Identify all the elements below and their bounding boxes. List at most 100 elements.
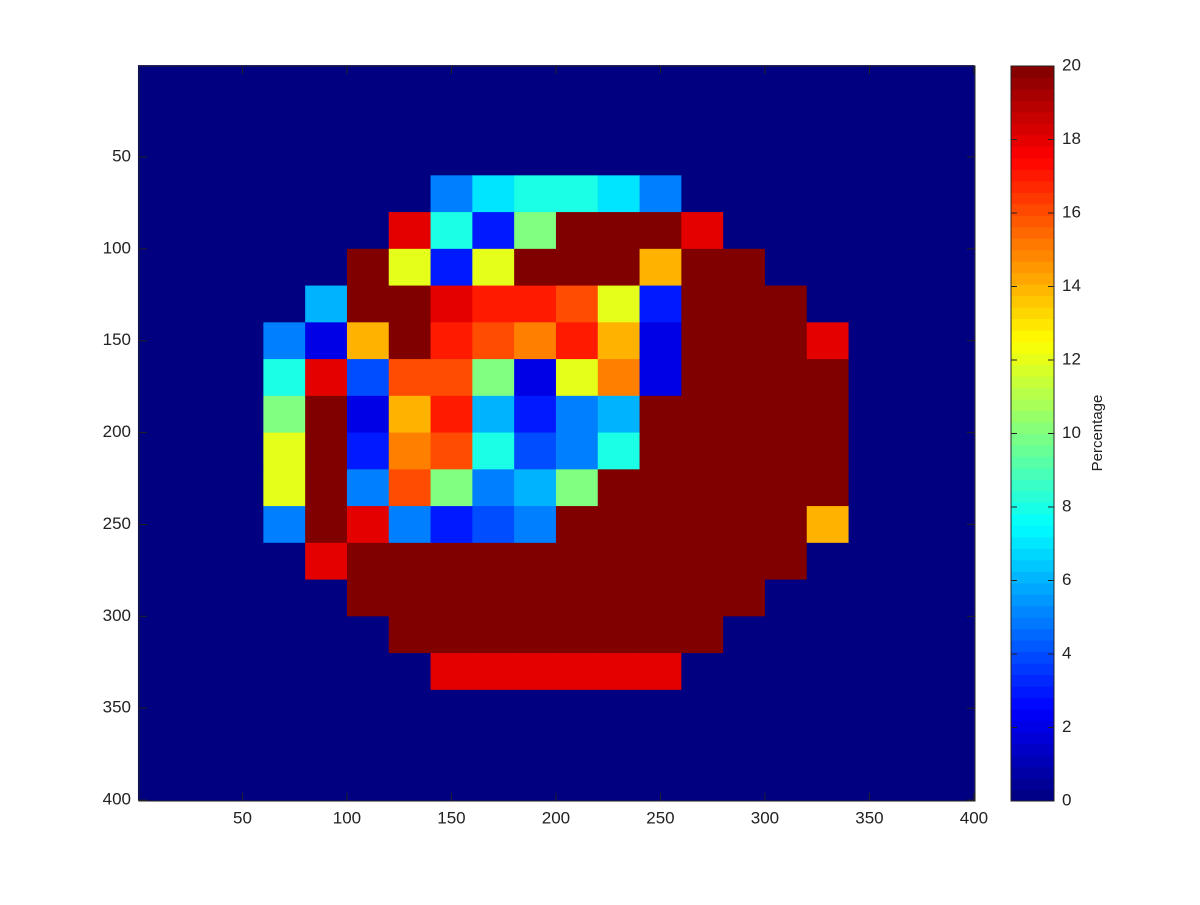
cell <box>890 285 933 323</box>
cell <box>597 689 641 728</box>
cell <box>137 469 181 507</box>
colorbar-swatch <box>1011 479 1054 492</box>
colorbar-swatch <box>1011 226 1054 239</box>
cell <box>346 579 390 617</box>
cell <box>890 432 933 470</box>
colorbar-swatch <box>1011 66 1054 78</box>
cell <box>848 726 891 764</box>
cell <box>806 395 850 434</box>
cell <box>263 542 306 581</box>
colorbar-swatch <box>1011 169 1054 182</box>
cell <box>597 322 641 360</box>
cell <box>723 322 766 360</box>
cell <box>179 763 223 801</box>
cell <box>764 579 808 617</box>
cell <box>221 395 264 434</box>
cell <box>723 101 766 140</box>
x-tick-label: 350 <box>855 808 883 827</box>
colorbar-tick-label: 18 <box>1062 129 1081 148</box>
colorbar-swatch <box>1011 594 1054 607</box>
cell <box>430 579 473 617</box>
colorbar-swatch <box>1011 433 1054 446</box>
cell <box>305 138 348 176</box>
colorbar-swatch <box>1011 399 1054 412</box>
colorbar-swatch <box>1011 364 1054 377</box>
cell <box>681 101 724 140</box>
cell <box>388 101 432 140</box>
cell <box>346 653 390 691</box>
cell <box>764 432 808 470</box>
colorbar-tick-label: 2 <box>1062 717 1071 736</box>
cell <box>597 653 641 691</box>
cell <box>514 395 557 434</box>
colorbar-swatch <box>1011 559 1054 572</box>
cell <box>806 138 850 176</box>
cell <box>848 101 891 140</box>
cell <box>346 175 390 213</box>
cell <box>723 212 766 250</box>
colorbar-swatch <box>1011 180 1054 193</box>
cell <box>263 395 306 434</box>
cell <box>514 285 557 323</box>
cell <box>514 65 557 103</box>
cell <box>806 469 850 507</box>
cell <box>681 542 724 581</box>
colorbar-swatch <box>1011 766 1054 779</box>
cell <box>597 138 641 176</box>
cell <box>681 138 724 176</box>
cell <box>179 359 223 397</box>
cell <box>472 285 515 323</box>
cell <box>514 175 557 213</box>
colorbar-swatch <box>1011 100 1054 113</box>
cell <box>514 469 557 507</box>
cell <box>346 65 390 103</box>
cell <box>388 65 432 103</box>
cell <box>472 763 515 801</box>
cell <box>221 248 264 287</box>
colorbar-swatch <box>1011 376 1054 389</box>
cell <box>430 506 473 544</box>
cell <box>514 248 557 287</box>
cell <box>555 101 599 140</box>
cell <box>764 763 808 801</box>
cell <box>723 175 766 213</box>
cell <box>305 689 348 728</box>
cell <box>848 689 891 728</box>
cell <box>932 248 975 287</box>
cell <box>472 395 515 434</box>
colorbar-tick-label: 20 <box>1062 55 1081 74</box>
cell <box>597 101 641 140</box>
cell <box>639 322 682 360</box>
cell <box>806 726 850 764</box>
colorbar-swatch <box>1011 605 1054 618</box>
cell <box>890 175 933 213</box>
y-tick-label: 300 <box>103 606 131 625</box>
cell <box>555 138 599 176</box>
cell <box>137 432 181 470</box>
cell <box>681 653 724 691</box>
cell <box>263 432 306 470</box>
cell <box>890 689 933 728</box>
cell <box>430 175 473 213</box>
cell <box>472 65 515 103</box>
cell <box>305 616 348 654</box>
cell <box>723 359 766 397</box>
axes: 0 2 4 6 8 10 12 14 16 18 20 50 100 150 200 250 300 350 400… <box>103 55 1081 827</box>
colorbar-swatch <box>1011 640 1054 653</box>
cell <box>639 579 682 617</box>
colorbar-label: Percentage <box>1089 395 1106 472</box>
cell <box>472 542 515 581</box>
cell <box>639 138 682 176</box>
cell <box>597 469 641 507</box>
colorbar-swatch <box>1011 272 1054 285</box>
cell <box>555 616 599 654</box>
cell <box>221 432 264 470</box>
cell <box>932 175 975 213</box>
colorbar-swatch <box>1011 548 1054 561</box>
cell <box>514 138 557 176</box>
cell <box>848 506 891 544</box>
cell <box>723 432 766 470</box>
colorbar-swatch <box>1011 617 1054 630</box>
colorbar-swatch <box>1011 743 1054 756</box>
